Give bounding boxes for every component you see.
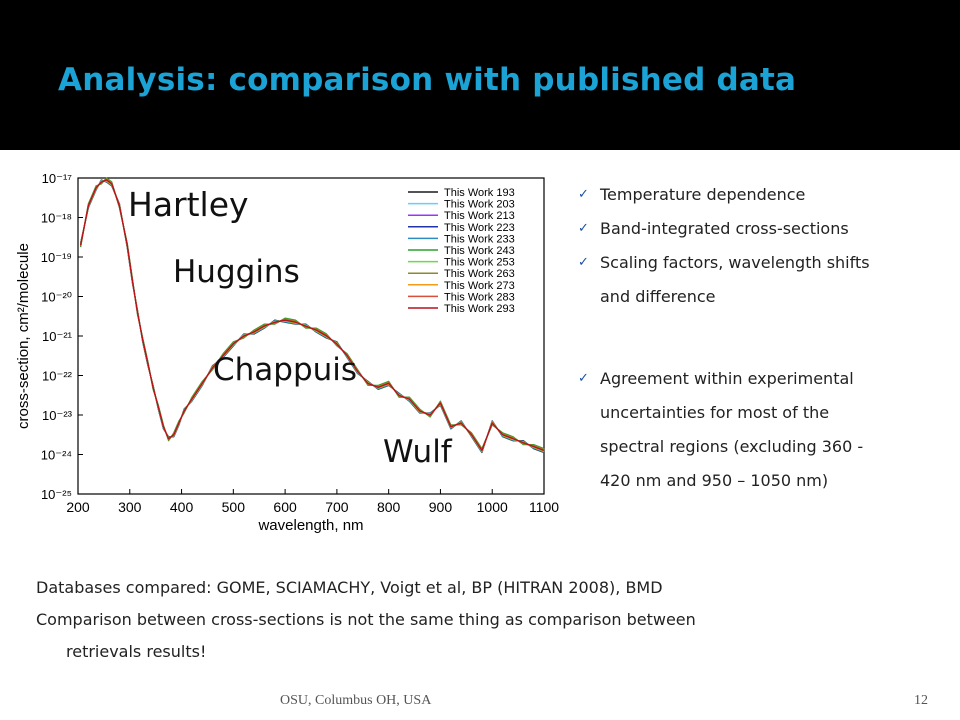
bullet-item: ✓ Temperature dependence	[578, 178, 948, 212]
bullet-text-continued: 420 nm and 950 – 1050 nm)	[600, 471, 829, 490]
x-tick-label: 200	[66, 499, 90, 515]
x-tick-label: 300	[118, 499, 142, 515]
bullet-text-continued: spectral regions (excluding 360 -	[600, 437, 864, 456]
legend-label: This Work 263	[444, 268, 515, 280]
series-line	[79, 179, 545, 452]
y-tick-label: 10⁻¹⁹	[41, 250, 72, 265]
x-tick-label: 600	[273, 499, 297, 515]
body-text: Databases compared: GOME, SCIAMACHY, Voi…	[36, 572, 936, 668]
slide-number: 12	[914, 693, 928, 708]
spectrum-chart-svg: 200 300 400 500 600 700 800 900 1000 1100 10⁻¹⁷ 10⁻…	[15, 171, 559, 534]
y-tick-label: 10⁻²⁰	[41, 290, 72, 305]
bullet-item: ✓ Agreement within experimental uncertaint…	[578, 362, 948, 498]
x-axis-title: wavelength, nm	[257, 517, 363, 534]
x-tick-label: 1000	[477, 499, 508, 515]
bullet-list: ✓ Temperature dependence ✓ Band-integrated…	[578, 178, 948, 498]
check-icon: ✓	[578, 255, 589, 270]
bullet-item: ✓ Scaling factors, wavelength shifts and d…	[578, 246, 948, 314]
slide-title: Analysis: comparison with published data	[58, 62, 797, 98]
check-icon: ✓	[578, 187, 589, 202]
band-label: Wulf	[383, 434, 453, 470]
legend-label: This Work 233	[444, 233, 515, 245]
band-label: Huggins	[173, 254, 300, 290]
legend-label: This Work 293	[444, 303, 515, 315]
check-icon: ✓	[578, 221, 589, 236]
bullet-text: Temperature dependence	[600, 185, 806, 204]
legend-label: This Work 203	[444, 199, 515, 211]
databases-line: Databases compared: GOME, SCIAMACHY, Voi…	[36, 578, 663, 597]
plot-frame	[77, 177, 545, 495]
band-label: Chappuis	[213, 352, 357, 388]
x-tick-label: 700	[325, 499, 349, 515]
y-axis-title: cross-section, cm²/molecule	[15, 243, 32, 429]
legend-label: This Work 193	[444, 187, 515, 199]
legend-label: This Work 253	[444, 257, 515, 269]
bullet-text: Agreement within experimental	[600, 369, 854, 388]
legend-label: This Work 223	[444, 222, 515, 234]
x-tick-label: 800	[377, 499, 401, 515]
y-tick-label: 10⁻¹⁷	[42, 171, 73, 186]
bullet-text-continued: uncertainties for most of the	[600, 403, 830, 422]
title-bar: Analysis: comparison with published data	[0, 0, 960, 150]
y-tick-label: 10⁻²¹	[42, 329, 73, 344]
y-tick-label: 10⁻²⁴	[41, 448, 72, 463]
x-tick-label: 400	[170, 499, 194, 515]
spectrum-chart: 200 300 400 500 600 700 800 900 1000 1100 10⁻¹⁷ 10⁻…	[8, 150, 568, 550]
bullet-text: Scaling factors, wavelength shifts	[600, 253, 870, 272]
y-tick-label: 10⁻²³	[42, 408, 73, 423]
band-label: Hartley	[128, 185, 249, 224]
x-tick-label: 500	[222, 499, 246, 515]
bullet-text: Band-integrated cross-sections	[600, 219, 849, 238]
y-tick-label: 10⁻²²	[42, 369, 73, 384]
y-tick-label: 10⁻²⁵	[41, 487, 72, 502]
bullet-text-continued: and difference	[600, 287, 716, 306]
x-tick-label: 900	[429, 499, 453, 515]
legend-label: This Work 243	[444, 245, 515, 257]
footer-location: OSU, Columbus OH, USA	[280, 693, 432, 708]
comparison-line-continued: retrievals results!	[66, 642, 207, 661]
y-tick-label: 10⁻¹⁸	[41, 211, 72, 226]
bullet-item: ✓ Band-integrated cross-sections	[578, 212, 948, 246]
x-tick-label: 1100	[529, 499, 559, 515]
legend-label: This Work 213	[444, 210, 515, 222]
legend-label: This Work 283	[444, 291, 515, 303]
comparison-line: Comparison between cross-sections is not…	[36, 610, 696, 629]
check-icon: ✓	[578, 371, 589, 386]
legend-label: This Work 273	[444, 280, 515, 292]
